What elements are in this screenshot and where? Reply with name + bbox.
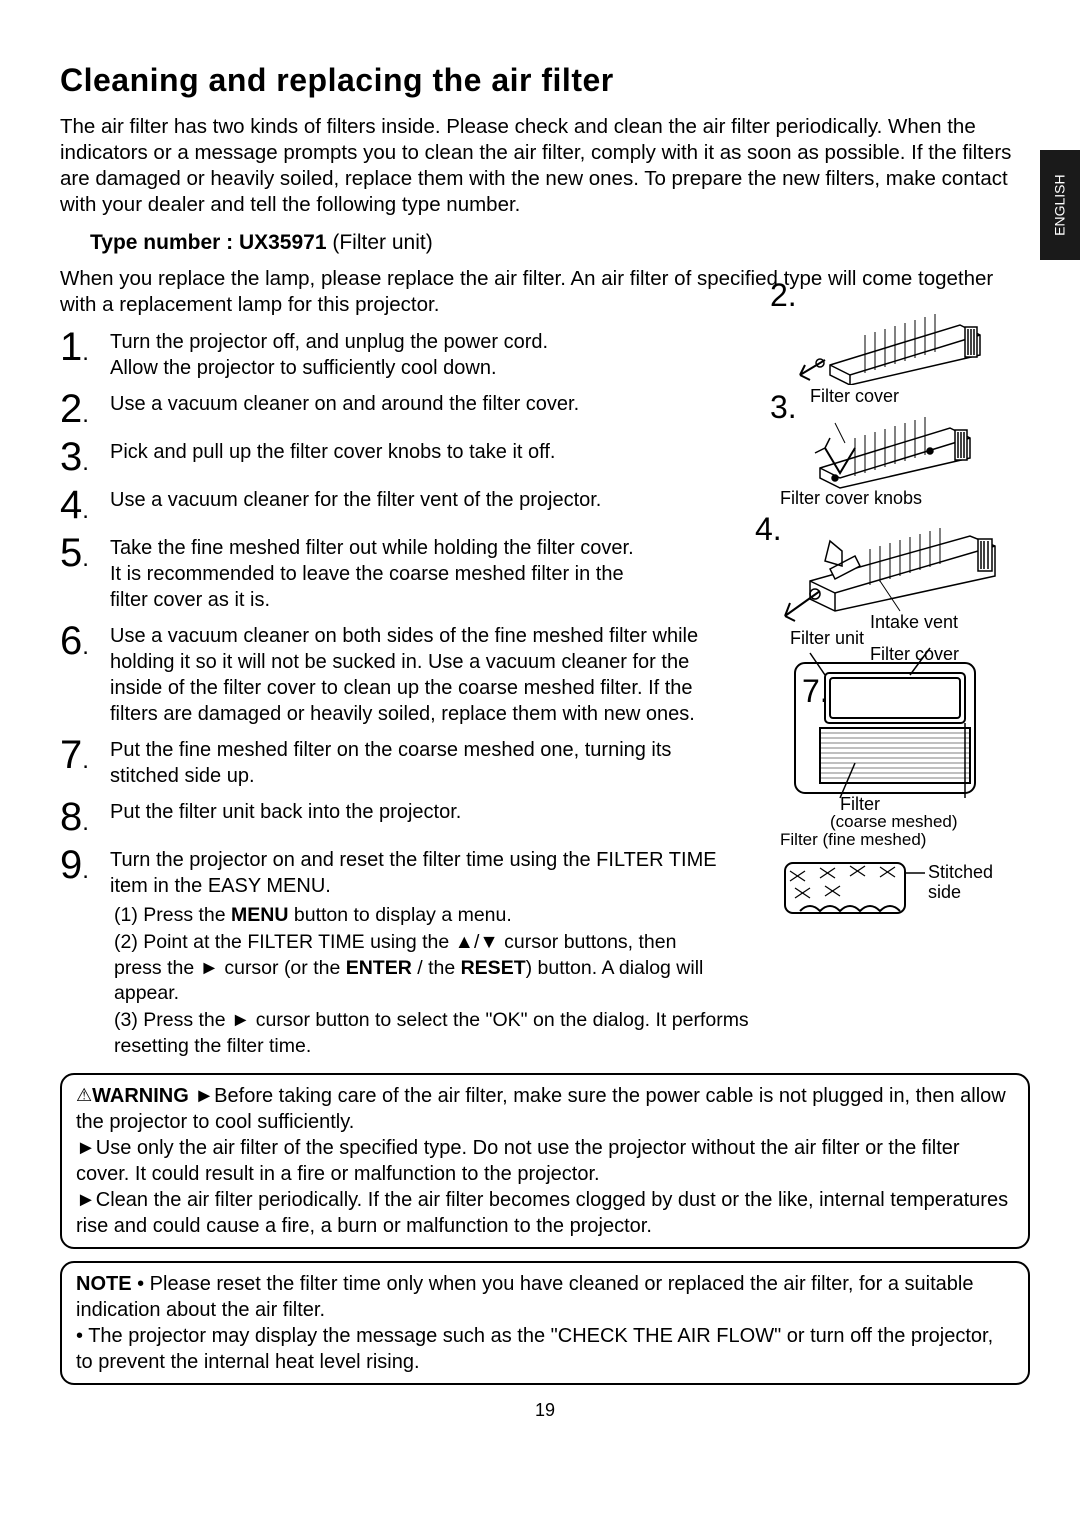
type-number-bold: Type number : UX35971 xyxy=(90,231,327,254)
page-content: Cleaning and replacing the air filter Th… xyxy=(0,0,1080,1453)
substep-2: (2) Point at the FILTER TIME using the ▲… xyxy=(114,930,714,1006)
note-line-2: • The projector may display the message … xyxy=(76,1325,993,1373)
note-label: NOTE xyxy=(76,1273,132,1295)
diagram-3-cover-label: Filter cover xyxy=(810,385,899,408)
step-text: Turn the projector off, and unplug the p… xyxy=(110,325,690,381)
note-box: NOTE • Please reset the filter time only… xyxy=(60,1261,1030,1385)
step-number: 7. xyxy=(60,733,110,789)
diagram-7-number: 7. xyxy=(802,671,829,713)
note-line-1: • Please reset the filter time only when… xyxy=(76,1273,973,1321)
diagram-stitched-side-label: side xyxy=(928,881,961,904)
diagram-2: 2. xyxy=(770,285,1030,385)
step-text: Pick and pull up the filter cover knobs … xyxy=(110,435,690,477)
step-number: 6. xyxy=(60,619,110,727)
step-text: Put the filter unit back into the projec… xyxy=(110,795,730,837)
diagram-2-number: 2. xyxy=(770,275,797,317)
diagram-7-cover-label: Filter cover xyxy=(870,643,959,666)
page-title: Cleaning and replacing the air filter xyxy=(60,60,1030,102)
diagram-3-number: 3. xyxy=(770,387,797,429)
intro-paragraph: The air filter has two kinds of filters … xyxy=(60,114,1030,219)
diagram-4-number: 4. xyxy=(755,509,782,551)
substeps: (1) Press the MENU button to display a m… xyxy=(114,903,750,1059)
step-number: 4. xyxy=(60,483,110,525)
step-text: Use a vacuum cleaner on and around the f… xyxy=(110,387,690,429)
type-number-suffix: (Filter unit) xyxy=(327,231,433,254)
step-text: Use a vacuum cleaner for the filter vent… xyxy=(110,483,690,525)
diagram-3: 3. Filter cover Filter cover knobs xyxy=(770,393,1030,503)
diagram-7-fine-label: Filter (fine meshed) xyxy=(780,829,926,851)
step-number: 1. xyxy=(60,325,110,381)
diagram-4: 4. Intake vent xyxy=(730,511,1030,631)
substep-1: (1) Press the MENU button to display a m… xyxy=(114,903,750,928)
warning-line-1: ►Before taking care of the air filter, m… xyxy=(76,1085,1006,1133)
diagram-2-svg xyxy=(770,285,990,385)
diagrams-column: 2. xyxy=(770,285,1030,931)
type-number-line: Type number : UX35971 (Filter unit) xyxy=(90,229,1030,256)
step-text: Take the fine meshed filter out while ho… xyxy=(110,531,640,613)
warning-line-3: ►Clean the air filter periodically. If t… xyxy=(76,1189,1008,1237)
warning-label: WARNING xyxy=(92,1085,189,1107)
step-number: 9. xyxy=(60,843,110,1061)
step-9-main: Turn the projector on and reset the filt… xyxy=(110,849,717,897)
step-number: 5. xyxy=(60,531,110,613)
substep-3: (3) Press the ► cursor button to select … xyxy=(114,1008,750,1059)
step-number: 3. xyxy=(60,435,110,477)
diagram-7: 7. Filter unit Filter cover Filter (coar… xyxy=(770,633,1030,813)
warning-box: ⚠WARNING ►Before taking care of the air … xyxy=(60,1073,1030,1249)
diagram-7-unit-label: Filter unit xyxy=(790,627,864,650)
diagram-stitched: Stitched side xyxy=(770,853,1030,923)
step-text: Turn the projector on and reset the filt… xyxy=(110,843,750,1061)
step-text: Put the fine meshed filter on the coarse… xyxy=(110,733,700,789)
diagram-4-intake-label: Intake vent xyxy=(870,611,958,634)
page-number: 19 xyxy=(60,1399,1030,1422)
step-text: Use a vacuum cleaner on both sides of th… xyxy=(110,619,730,727)
warning-icon: ⚠ xyxy=(76,1085,92,1105)
step-number: 8. xyxy=(60,795,110,837)
step-number: 2. xyxy=(60,387,110,429)
diagram-3-knobs-label: Filter cover knobs xyxy=(780,487,922,510)
warning-line-2: ►Use only the air filter of the specifie… xyxy=(76,1137,960,1185)
